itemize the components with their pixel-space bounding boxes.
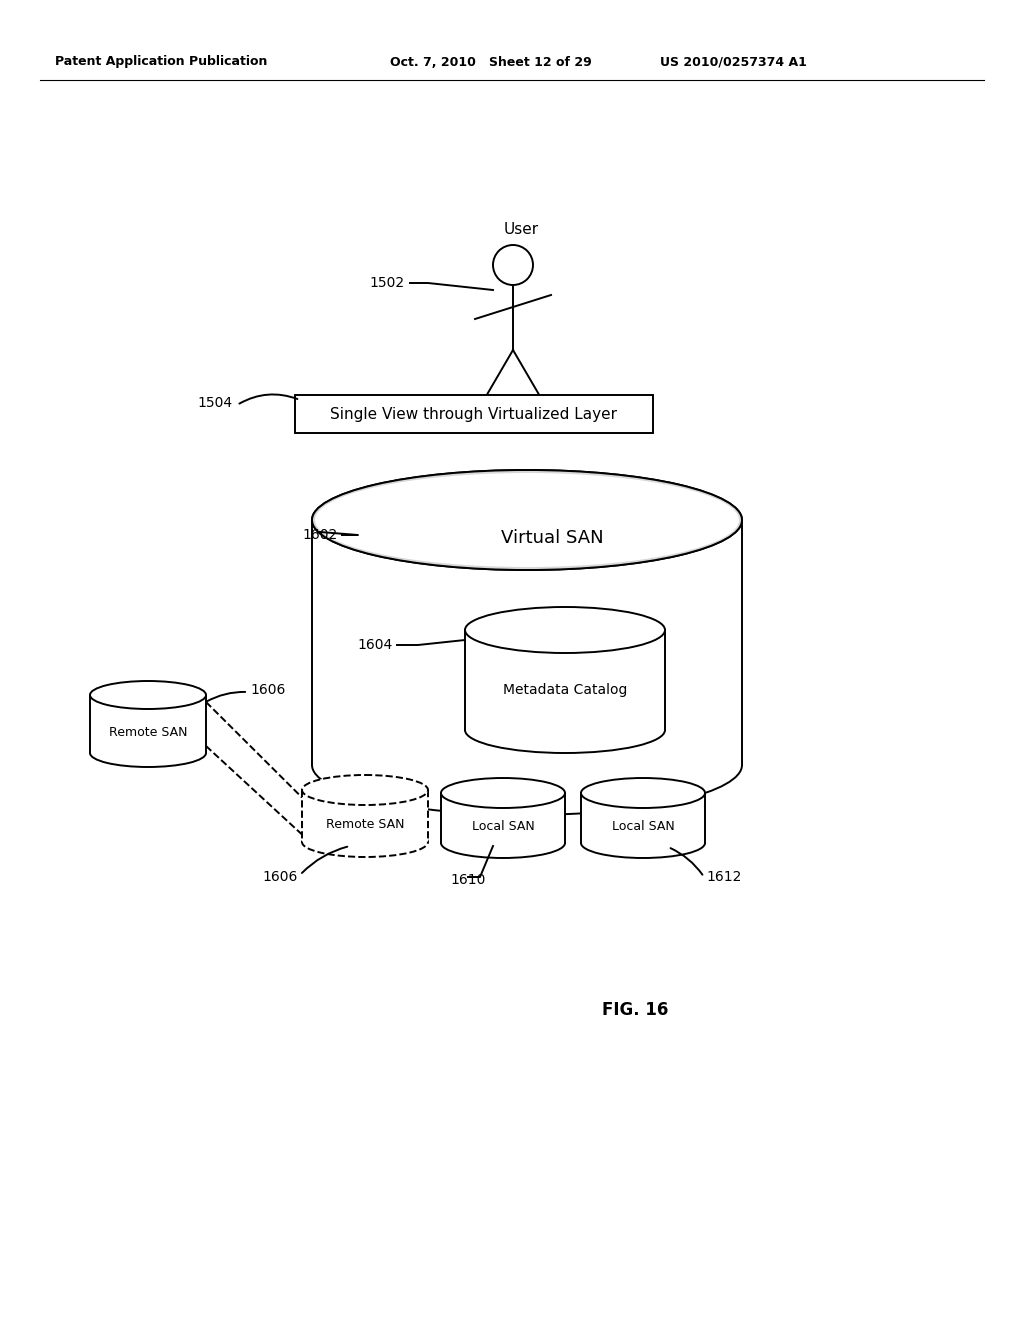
Text: Single View through Virtualized Layer: Single View through Virtualized Layer [331, 407, 617, 421]
Ellipse shape [312, 470, 742, 570]
Text: Metadata Catalog: Metadata Catalog [503, 682, 627, 697]
Polygon shape [581, 793, 705, 843]
Text: 1604: 1604 [357, 638, 393, 652]
Ellipse shape [581, 777, 705, 808]
Text: 1504: 1504 [198, 396, 233, 411]
Text: 1606: 1606 [262, 870, 298, 884]
Text: Oct. 7, 2010   Sheet 12 of 29: Oct. 7, 2010 Sheet 12 of 29 [390, 55, 592, 69]
Text: 1612: 1612 [706, 870, 741, 884]
Text: Remote SAN: Remote SAN [109, 726, 187, 738]
Text: 1602: 1602 [303, 528, 338, 543]
Text: User: User [504, 223, 539, 238]
Ellipse shape [302, 828, 428, 857]
Text: 1606: 1606 [250, 682, 286, 697]
Text: Local SAN: Local SAN [611, 820, 675, 833]
Ellipse shape [441, 828, 565, 858]
Text: FIG. 16: FIG. 16 [602, 1001, 669, 1019]
Text: Local SAN: Local SAN [472, 820, 535, 833]
Ellipse shape [465, 607, 665, 653]
Polygon shape [312, 520, 742, 766]
Ellipse shape [315, 473, 739, 568]
Text: 1610: 1610 [451, 873, 485, 887]
Text: Remote SAN: Remote SAN [326, 817, 404, 830]
Ellipse shape [441, 777, 565, 808]
Text: 1502: 1502 [370, 276, 406, 290]
Text: Patent Application Publication: Patent Application Publication [55, 55, 267, 69]
Ellipse shape [581, 828, 705, 858]
Ellipse shape [302, 775, 428, 805]
Polygon shape [302, 789, 428, 842]
Text: US 2010/0257374 A1: US 2010/0257374 A1 [660, 55, 807, 69]
Ellipse shape [465, 708, 665, 752]
Polygon shape [90, 696, 206, 752]
Ellipse shape [90, 739, 206, 767]
Polygon shape [465, 630, 665, 730]
Polygon shape [441, 793, 565, 843]
Ellipse shape [312, 470, 742, 570]
Ellipse shape [90, 681, 206, 709]
Text: Virtual SAN: Virtual SAN [501, 529, 603, 546]
FancyBboxPatch shape [295, 395, 653, 433]
Ellipse shape [312, 715, 742, 814]
